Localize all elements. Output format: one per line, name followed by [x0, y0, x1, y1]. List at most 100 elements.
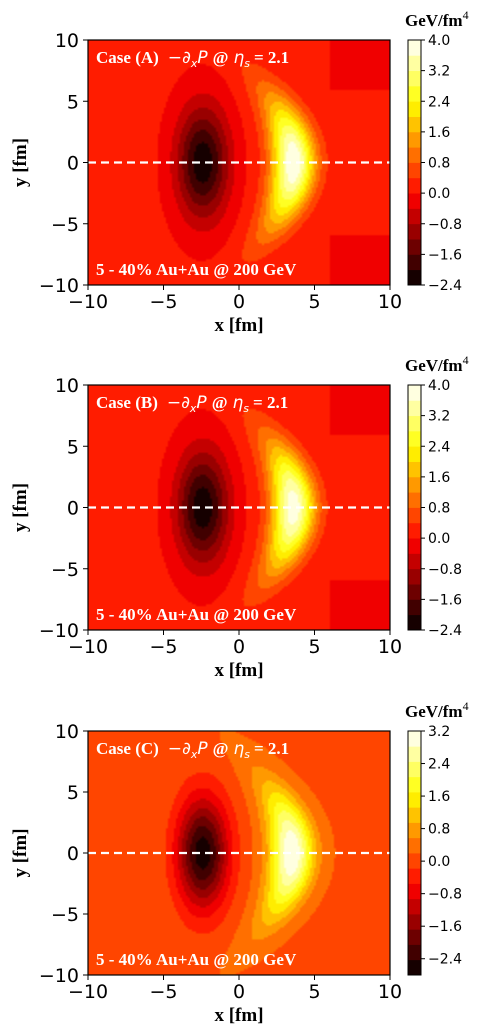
- colorbar-tick-label: 0.0: [428, 531, 450, 547]
- colorbar-tick-label: 0.0: [428, 186, 450, 202]
- colorbar-segment: [408, 492, 421, 508]
- title-case: Case (A): [96, 48, 159, 67]
- colorbar-segment: [408, 223, 421, 240]
- y-tick-label: −10: [39, 620, 79, 642]
- colorbar-tick-label: −2.4: [428, 278, 462, 294]
- y-tick-label: 5: [67, 91, 79, 113]
- y-tick-label: 10: [55, 721, 79, 743]
- colorbar-segment: [408, 761, 421, 778]
- title-math: −∂: [167, 393, 190, 413]
- colorbar-segment: [408, 476, 421, 493]
- y-tick-label: 5: [67, 436, 79, 458]
- x-tick-label: −5: [149, 636, 177, 658]
- colorbar-segment: [408, 553, 421, 570]
- y-axis-label: y [fm]: [10, 138, 31, 187]
- x-tick-label: 0: [233, 636, 245, 658]
- colorbar-segment: [408, 837, 421, 854]
- y-axis-label: y [fm]: [10, 483, 31, 532]
- x-tick-label: 0: [233, 981, 245, 1003]
- colorbar-tick-label: 2.4: [428, 439, 450, 455]
- colorbar-tick-label: −0.8: [428, 217, 462, 233]
- x-tick-label: 0: [233, 291, 245, 313]
- title-at: @: [213, 739, 229, 758]
- colorbar-segment: [408, 131, 421, 148]
- colorbar-segment: [408, 599, 421, 616]
- colorbar-segment: [408, 101, 421, 117]
- colorbar-tick-label: 4.0: [428, 33, 450, 49]
- y-tick-label: 0: [67, 843, 79, 865]
- colorbar-segment: [408, 853, 421, 869]
- colorbar-segment: [408, 40, 421, 56]
- y-tick-label: 5: [67, 782, 79, 804]
- title-at: @: [213, 48, 229, 67]
- colorbar-segment: [408, 430, 421, 447]
- colorbar-segment: [408, 792, 421, 808]
- panel-2: −10−10 −5 −5 0 0 5 5 10 10 x [fm] y [fm] Case (B) −∂…: [10, 353, 469, 681]
- colorbar-unit: GeV/fm: [405, 702, 463, 721]
- title-at: @: [212, 393, 228, 412]
- colorbar-tick-label: 2.4: [428, 757, 450, 773]
- colorbar-segment: [408, 385, 421, 401]
- title-sub-x: x: [190, 748, 198, 761]
- colorbar-segment: [408, 507, 421, 524]
- colorbar-segment: [408, 162, 421, 179]
- x-tick-label: 10: [378, 291, 402, 313]
- title-value: = 2.1: [254, 48, 289, 67]
- colorbar-tick-label: −1.6: [428, 592, 462, 608]
- colorbar-unit-exponent: 4: [463, 353, 469, 367]
- title-math-p: P: [197, 739, 208, 759]
- title-math: −∂: [168, 739, 191, 759]
- y-tick-label: 0: [67, 498, 79, 520]
- colorbar-segment: [408, 822, 421, 839]
- x-tick-label: 5: [308, 981, 320, 1003]
- title-eta: η: [233, 393, 244, 413]
- x-tick-label: 5: [308, 291, 320, 313]
- colorbar-tick-label: −1.6: [428, 919, 462, 935]
- colorbar-segment: [408, 883, 421, 900]
- x-axis-label: x [fm]: [214, 1005, 263, 1026]
- colorbar-segment: [408, 584, 421, 600]
- y-tick-label: 10: [55, 375, 79, 397]
- colorbar-tick-label: 4.0: [428, 378, 450, 394]
- colorbar-unit-label: GeV/fm4: [405, 8, 469, 30]
- colorbar-segment: [408, 522, 421, 539]
- colorbar-tick-label: 0.0: [428, 854, 450, 870]
- collision-annotation: 5 - 40% Au+Au @ 200 GeV: [96, 605, 297, 624]
- colorbar-segment: [408, 400, 421, 417]
- colorbar-segment: [408, 614, 421, 631]
- x-tick-label: 10: [378, 636, 402, 658]
- colorbar-segment: [408, 959, 421, 976]
- colorbar-segment: [408, 807, 421, 823]
- colorbar-tick-label: 0.8: [428, 156, 450, 172]
- colorbar-tick-label: 3.2: [428, 409, 450, 425]
- title-value: = 2.1: [254, 739, 289, 758]
- colorbar-tick-label: 0.8: [428, 501, 450, 517]
- title-value: = 2.1: [253, 393, 288, 412]
- colorbar-segment: [408, 731, 421, 747]
- colorbar-tick-label: −1.6: [428, 247, 462, 263]
- colorbar-segment: [408, 254, 421, 271]
- title-math: −∂: [168, 48, 191, 68]
- colorbar-segment: [408, 776, 421, 793]
- title-sub-s: s: [244, 748, 250, 761]
- title-sub-s: s: [244, 57, 250, 70]
- colorbar-tick-label: 1.6: [428, 470, 450, 486]
- x-tick-label: −10: [68, 636, 108, 658]
- colorbar-segment: [408, 746, 421, 762]
- colorbar-tick-label: 2.4: [428, 94, 450, 110]
- colorbar-tick-label: −0.8: [428, 562, 462, 578]
- colorbar-segment: [408, 868, 421, 884]
- y-tick-label: −5: [51, 559, 79, 581]
- colorbar-tick-label: −2.4: [428, 623, 462, 639]
- colorbar-segment: [408, 193, 421, 209]
- colorbar-tick-label: 1.6: [428, 789, 450, 805]
- colorbar-frame: [407, 730, 422, 976]
- x-tick-label: −10: [68, 981, 108, 1003]
- x-axis-label: x [fm]: [214, 315, 263, 336]
- title-math-p: P: [197, 48, 208, 68]
- y-tick-label: −5: [51, 904, 79, 926]
- y-axis-label: y [fm]: [10, 828, 31, 877]
- y-tick-label: 0: [67, 153, 79, 175]
- colorbar-unit-exponent: 4: [463, 699, 469, 713]
- colorbar-tick-label: −0.8: [428, 887, 462, 903]
